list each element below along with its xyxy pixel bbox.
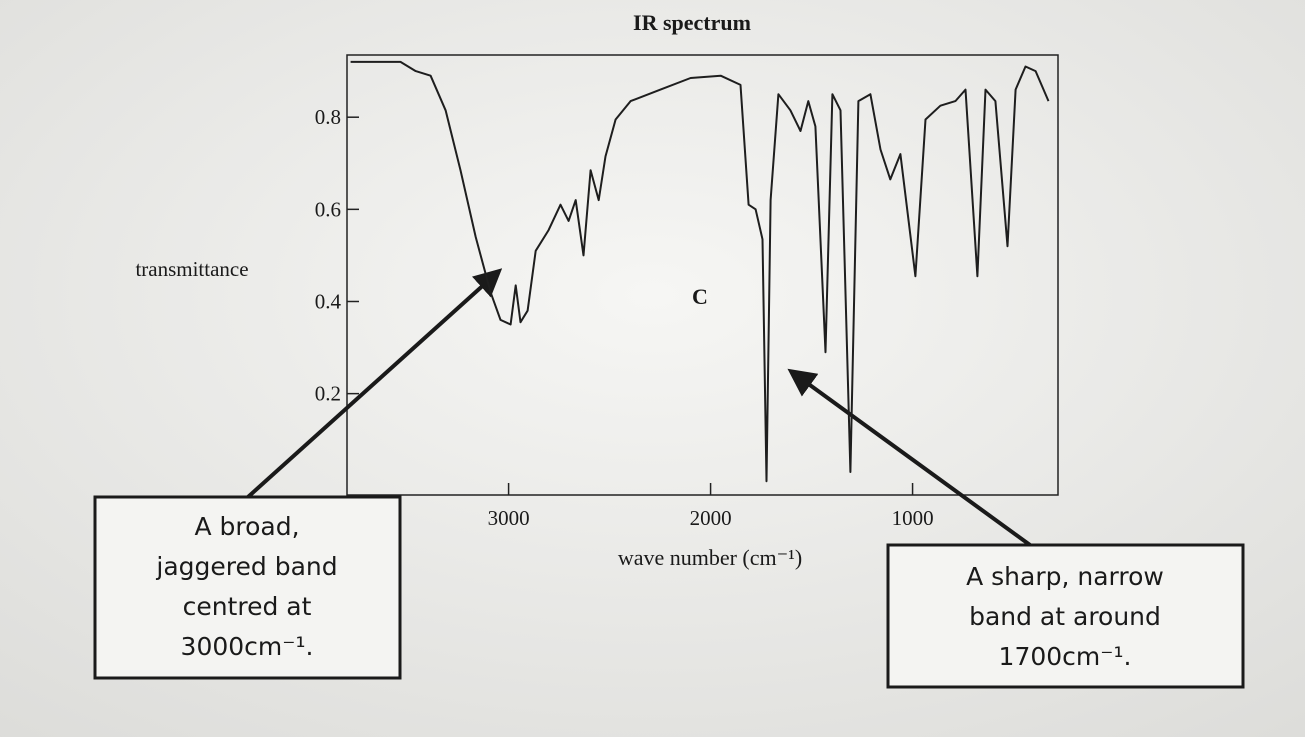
- spectrum-line: [350, 60, 1050, 483]
- x-axis-label: wave number (cm⁻¹): [618, 545, 802, 570]
- annotation-text: centred at: [183, 592, 312, 621]
- annotation-text: A broad,: [194, 512, 299, 541]
- plot-frame: [346, 54, 1059, 496]
- x-tick-label: 3000: [488, 506, 530, 530]
- y-tick-label: 0.2: [315, 382, 341, 406]
- y-axis-label: transmittance: [135, 257, 248, 281]
- y-tick-label: 0.6: [315, 197, 341, 221]
- y-tick-label: 0.8: [315, 105, 341, 129]
- band-label: C: [692, 284, 708, 309]
- annotation-text: 1700cm⁻¹.: [999, 642, 1132, 671]
- annotation-text: band at around: [969, 602, 1161, 631]
- y-tick-label: 0.4: [315, 289, 342, 313]
- arrow: [787, 368, 1032, 547]
- x-tick-label: 2000: [690, 506, 732, 530]
- annotation-text: jaggered band: [155, 552, 337, 581]
- chart-title: IR spectrum: [633, 10, 751, 35]
- arrow: [246, 268, 503, 499]
- annotation-text: 3000cm⁻¹.: [181, 632, 314, 661]
- x-tick-label: 1000: [892, 506, 934, 530]
- annotation-box: [93, 495, 402, 680]
- annotation-box: [886, 543, 1245, 689]
- annotation-text: A sharp, narrow: [966, 562, 1164, 591]
